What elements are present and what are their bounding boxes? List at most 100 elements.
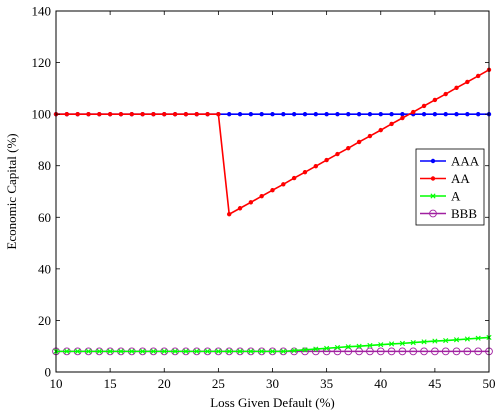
data-point-aaa — [475, 111, 481, 117]
data-point-a — [172, 348, 178, 354]
data-point-a — [107, 348, 113, 354]
data-point-aa — [421, 103, 427, 109]
data-point-a — [399, 340, 405, 346]
data-point-aa — [162, 111, 167, 117]
tick-labels: 10 15 20 25 30 35 40 45 50 0 20 40 60 80 100 120 140 — [32, 4, 496, 392]
legend-entry-bbb: BBB — [420, 206, 477, 221]
data-point-aa — [75, 111, 80, 117]
data-point-bbb — [344, 347, 353, 356]
data-point-bbb — [301, 347, 309, 356]
data-point-bbb — [398, 347, 407, 356]
data-point-aa — [86, 111, 91, 117]
data-point-aa — [465, 79, 470, 85]
series-line-a — [56, 336, 490, 353]
y-tick-label: 40 — [38, 261, 51, 276]
data-point-a — [291, 348, 297, 354]
data-point-a — [388, 341, 395, 347]
data-point-aaa — [389, 111, 394, 117]
data-point-aa — [205, 111, 210, 117]
data-point-aa — [291, 175, 297, 181]
data-point-bbb — [355, 347, 363, 356]
data-point-a — [161, 348, 167, 354]
legend-marker-aa — [430, 176, 436, 181]
data-point-aa — [400, 115, 405, 121]
data-point-aa — [270, 188, 275, 193]
data-point-aa — [227, 211, 232, 217]
data-point-bbb — [452, 347, 461, 356]
data-point-aa — [97, 111, 102, 117]
data-point-bbb — [474, 347, 483, 356]
data-point-bbb — [463, 347, 472, 356]
data-point-a — [183, 348, 189, 354]
data-point-a — [226, 348, 232, 354]
data-point-bbb — [376, 347, 385, 356]
data-point-aaa — [454, 111, 459, 117]
data-point-a — [453, 337, 460, 343]
data-point-a — [421, 339, 427, 345]
data-point-aa — [335, 151, 340, 157]
data-point-a — [280, 348, 286, 354]
data-point-aa — [118, 111, 124, 117]
data-point-aaa — [324, 111, 329, 117]
data-point-bbb — [431, 347, 439, 356]
data-point-aa — [378, 127, 383, 133]
data-point-a — [150, 348, 157, 354]
data-point-a — [118, 348, 124, 354]
x-tick-label: 50 — [483, 376, 496, 391]
legend-label-bbb: BBB — [451, 206, 477, 221]
data-point-aaa — [281, 111, 286, 117]
data-point-aaa — [302, 111, 308, 117]
data-point-bbb — [387, 347, 396, 356]
series-a — [53, 334, 492, 354]
y-tick-label: 140 — [32, 4, 52, 19]
y-tick-label: 60 — [38, 210, 51, 225]
data-point-bbb — [409, 347, 418, 356]
data-point-a — [64, 348, 70, 354]
data-point-aaa — [237, 111, 243, 117]
data-point-aa — [151, 111, 156, 117]
data-point-a — [345, 344, 351, 350]
data-point-aa — [454, 85, 459, 91]
data-point-aaa — [227, 111, 232, 117]
data-point-a — [432, 338, 438, 344]
data-point-a — [96, 348, 102, 354]
data-point-aa — [475, 73, 481, 79]
x-tick-label: 45 — [428, 376, 441, 391]
y-tick-label: 20 — [38, 313, 51, 328]
data-point-a — [140, 348, 146, 354]
legend-entry-a: A — [420, 189, 461, 204]
x-tick-label: 20 — [158, 376, 171, 391]
legend-label-aa: AA — [451, 171, 470, 186]
data-point-aaa — [400, 111, 405, 117]
plot-series — [52, 67, 493, 356]
data-point-aaa — [378, 111, 383, 117]
data-point-aa — [248, 200, 254, 205]
data-point-aaa — [443, 111, 448, 117]
data-point-bbb — [420, 347, 428, 356]
data-point-a — [248, 348, 254, 354]
data-point-aa — [367, 133, 373, 139]
y-tick-label: 80 — [38, 158, 51, 173]
x-tick-label: 30 — [266, 376, 279, 391]
x-axis-label: Loss Given Default (%) — [210, 395, 335, 410]
data-point-aaa — [346, 111, 351, 117]
legend-marker-aaa — [430, 158, 436, 164]
data-point-a — [302, 347, 308, 353]
data-point-a — [237, 348, 243, 354]
y-tick-label: 0 — [45, 365, 52, 380]
y-tick-label: 120 — [32, 55, 52, 70]
data-point-aaa — [291, 111, 297, 117]
data-point-aaa — [335, 111, 340, 117]
data-point-aa — [237, 206, 243, 211]
legend-marker-bbb — [429, 209, 437, 218]
data-point-bbb — [311, 347, 320, 356]
data-point-a — [367, 342, 373, 349]
y-tick-label: 100 — [32, 107, 52, 122]
data-point-aa — [432, 97, 438, 103]
data-point-a — [410, 340, 416, 346]
data-point-aa — [443, 91, 448, 97]
data-point-a — [313, 346, 319, 352]
axis-ticks — [55, 10, 490, 373]
y-axis-label: Economic Capital (%) — [4, 133, 19, 249]
data-point-aa — [64, 111, 70, 117]
